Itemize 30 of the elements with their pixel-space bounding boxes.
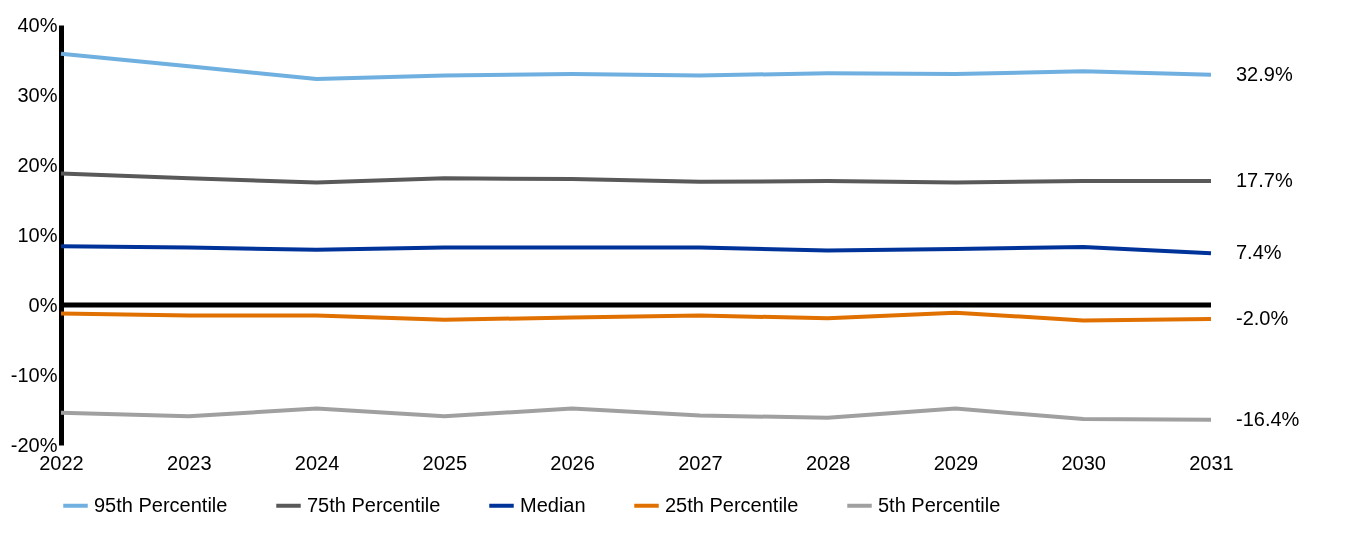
legend-label: 25th Percentile <box>665 493 799 516</box>
legend-label: Median <box>520 493 586 516</box>
data-label: 7.4% <box>1236 241 1282 264</box>
x-tick-label: 2031 <box>1189 451 1234 474</box>
x-tick-label: 2029 <box>933 451 979 474</box>
line-series <box>59 406 1213 422</box>
y-tick-label: 0% <box>28 293 58 316</box>
line-series <box>59 51 1213 81</box>
y-tick-label: 10% <box>17 223 58 246</box>
data-label: -2.0% <box>1236 307 1289 329</box>
data-label: 17.7% <box>1236 169 1293 192</box>
y-tick-label: 30% <box>17 83 58 106</box>
line-series <box>59 310 1213 323</box>
legend-label: 75th Percentile <box>307 493 441 516</box>
line-series <box>59 171 1213 185</box>
y-tick-label: 40% <box>17 13 58 36</box>
x-tick-label: 2024 <box>294 451 340 474</box>
x-tick-label: 2028 <box>805 451 851 474</box>
x-tick-label: 2025 <box>422 451 468 474</box>
data-label: -16.4% <box>1236 407 1300 430</box>
x-tick-label: 2026 <box>550 451 595 474</box>
x-tick-label: 2030 <box>1061 451 1106 474</box>
x-tick-label: 2023 <box>167 451 212 474</box>
legend-label: 95th Percentile <box>94 493 228 516</box>
data-label: 32.9% <box>1236 62 1293 85</box>
legend-label: 5th Percentile <box>878 493 1001 516</box>
line-series <box>59 244 1213 256</box>
y-tick-label: 20% <box>17 153 58 176</box>
y-tick-label: -10% <box>10 363 58 386</box>
x-tick-label: 2027 <box>678 451 723 474</box>
